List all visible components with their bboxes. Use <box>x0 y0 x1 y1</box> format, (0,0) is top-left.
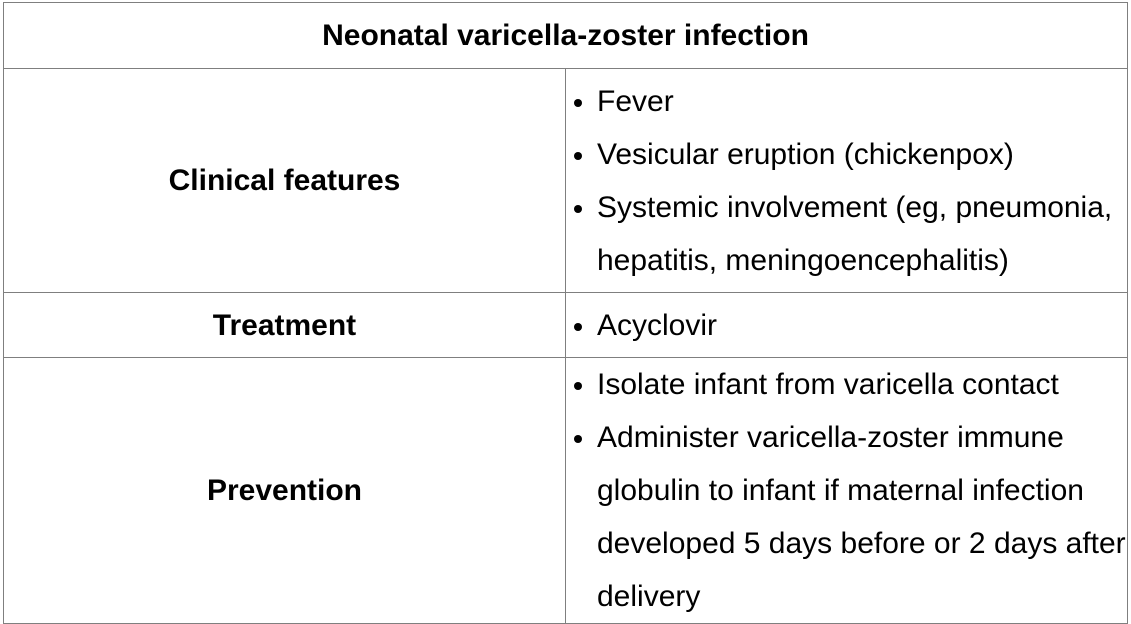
bullet-list: Isolate infant from varicella contact Ad… <box>566 358 1127 623</box>
row-label-treatment: Treatment <box>3 292 566 358</box>
row-label-clinical-features: Clinical features <box>3 68 566 293</box>
table-row-treatment: Treatment Acyclovir <box>3 292 1128 358</box>
list-item: Systemic involvement (eg, pneumonia, hep… <box>597 181 1127 287</box>
row-content-clinical-features: Fever Vesicular eruption (chickenpox) Sy… <box>565 68 1128 293</box>
row-content-prevention: Isolate infant from varicella contact Ad… <box>565 357 1128 624</box>
info-table: Neonatal varicella-zoster infection Clin… <box>3 2 1128 624</box>
row-label-prevention: Prevention <box>3 357 566 624</box>
bullet-list: Fever Vesicular eruption (chickenpox) Sy… <box>566 75 1127 287</box>
list-item: Vesicular eruption (chickenpox) <box>597 128 1127 181</box>
list-item: Acyclovir <box>597 299 1127 352</box>
bullet-list: Acyclovir <box>566 299 1127 352</box>
table-row-clinical-features: Clinical features Fever Vesicular erupti… <box>3 68 1128 293</box>
list-item: Administer varicella-zoster immune globu… <box>597 411 1127 623</box>
row-content-treatment: Acyclovir <box>565 292 1128 358</box>
list-item: Isolate infant from varicella contact <box>597 358 1127 411</box>
table-title: Neonatal varicella-zoster infection <box>3 2 1128 69</box>
table-row-prevention: Prevention Isolate infant from varicella… <box>3 357 1128 624</box>
list-item: Fever <box>597 75 1127 128</box>
